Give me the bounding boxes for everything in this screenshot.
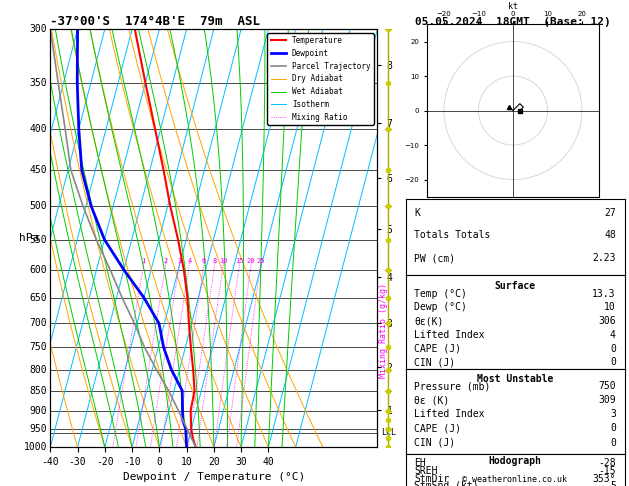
Text: 0: 0 [610, 437, 616, 448]
Text: 2: 2 [164, 258, 168, 264]
Text: 353°: 353° [593, 473, 616, 484]
Text: 1000: 1000 [23, 442, 47, 452]
Text: CIN (J): CIN (J) [415, 357, 455, 367]
Text: 300: 300 [30, 24, 47, 34]
Text: θε (K): θε (K) [415, 396, 450, 405]
Text: 48: 48 [604, 230, 616, 241]
Text: hPa: hPa [19, 233, 39, 243]
Text: 650: 650 [30, 293, 47, 303]
Text: Dewp (°C): Dewp (°C) [415, 302, 467, 312]
Text: 800: 800 [30, 364, 47, 375]
Text: Hodograph: Hodograph [489, 456, 542, 466]
Text: Temp (°C): Temp (°C) [415, 289, 467, 298]
Text: 20: 20 [247, 258, 255, 264]
Text: CIN (J): CIN (J) [415, 437, 455, 448]
Text: LCL: LCL [381, 429, 396, 437]
Text: EH: EH [415, 458, 426, 468]
Text: Pressure (mb): Pressure (mb) [415, 382, 491, 391]
Text: 8: 8 [213, 258, 217, 264]
Text: 15: 15 [235, 258, 243, 264]
Text: StmSpd (kt): StmSpd (kt) [415, 482, 479, 486]
Text: 4: 4 [187, 258, 192, 264]
Text: Totals Totals: Totals Totals [415, 230, 491, 241]
Text: 3: 3 [177, 258, 182, 264]
Text: -37°00'S  174°4B'E  79m  ASL: -37°00'S 174°4B'E 79m ASL [50, 15, 260, 28]
Text: CAPE (J): CAPE (J) [415, 423, 462, 434]
Text: 3: 3 [610, 409, 616, 419]
Text: 25: 25 [256, 258, 265, 264]
X-axis label: Dewpoint / Temperature (°C): Dewpoint / Temperature (°C) [123, 472, 305, 483]
Text: 0: 0 [610, 344, 616, 353]
Text: 500: 500 [30, 202, 47, 211]
Text: 550: 550 [30, 235, 47, 244]
Text: 600: 600 [30, 265, 47, 275]
Text: 10: 10 [604, 302, 616, 312]
Text: 750: 750 [30, 342, 47, 352]
Text: 750: 750 [598, 382, 616, 391]
Text: SREH: SREH [415, 466, 438, 476]
Text: 6: 6 [202, 258, 206, 264]
Text: 2.23: 2.23 [593, 253, 616, 263]
Text: 350: 350 [30, 78, 47, 87]
Text: K: K [415, 208, 420, 218]
Text: 700: 700 [30, 318, 47, 329]
Text: 27: 27 [604, 208, 616, 218]
Text: Mixing Ratio (g/kg): Mixing Ratio (g/kg) [379, 282, 388, 378]
Text: © weatheronline.co.uk: © weatheronline.co.uk [462, 474, 567, 484]
Text: 450: 450 [30, 165, 47, 175]
Text: -15: -15 [598, 466, 616, 476]
Text: 950: 950 [30, 424, 47, 434]
Text: CAPE (J): CAPE (J) [415, 344, 462, 353]
Text: Surface: Surface [494, 281, 536, 291]
Text: PW (cm): PW (cm) [415, 253, 455, 263]
Legend: Temperature, Dewpoint, Parcel Trajectory, Dry Adiabat, Wet Adiabat, Isotherm, Mi: Temperature, Dewpoint, Parcel Trajectory… [267, 33, 374, 125]
Text: 5: 5 [610, 482, 616, 486]
Text: 10: 10 [219, 258, 228, 264]
Y-axis label: km
ASL: km ASL [406, 227, 423, 249]
Text: 900: 900 [30, 405, 47, 416]
Text: 0: 0 [610, 357, 616, 367]
Text: 850: 850 [30, 386, 47, 396]
Text: 306: 306 [598, 316, 616, 326]
Text: 13.3: 13.3 [593, 289, 616, 298]
Text: Lifted Index: Lifted Index [415, 330, 485, 340]
Text: -28: -28 [598, 458, 616, 468]
Text: 0: 0 [610, 423, 616, 434]
Text: StmDir: StmDir [415, 473, 450, 484]
Text: Lifted Index: Lifted Index [415, 409, 485, 419]
Text: θε(K): θε(K) [415, 316, 444, 326]
Text: 05.05.2024  18GMT  (Base: 12): 05.05.2024 18GMT (Base: 12) [415, 17, 611, 27]
Text: 400: 400 [30, 124, 47, 134]
X-axis label: kt: kt [508, 2, 518, 11]
Text: 4: 4 [610, 330, 616, 340]
Text: 309: 309 [598, 396, 616, 405]
Text: 1: 1 [142, 258, 146, 264]
Text: Most Unstable: Most Unstable [477, 374, 554, 384]
